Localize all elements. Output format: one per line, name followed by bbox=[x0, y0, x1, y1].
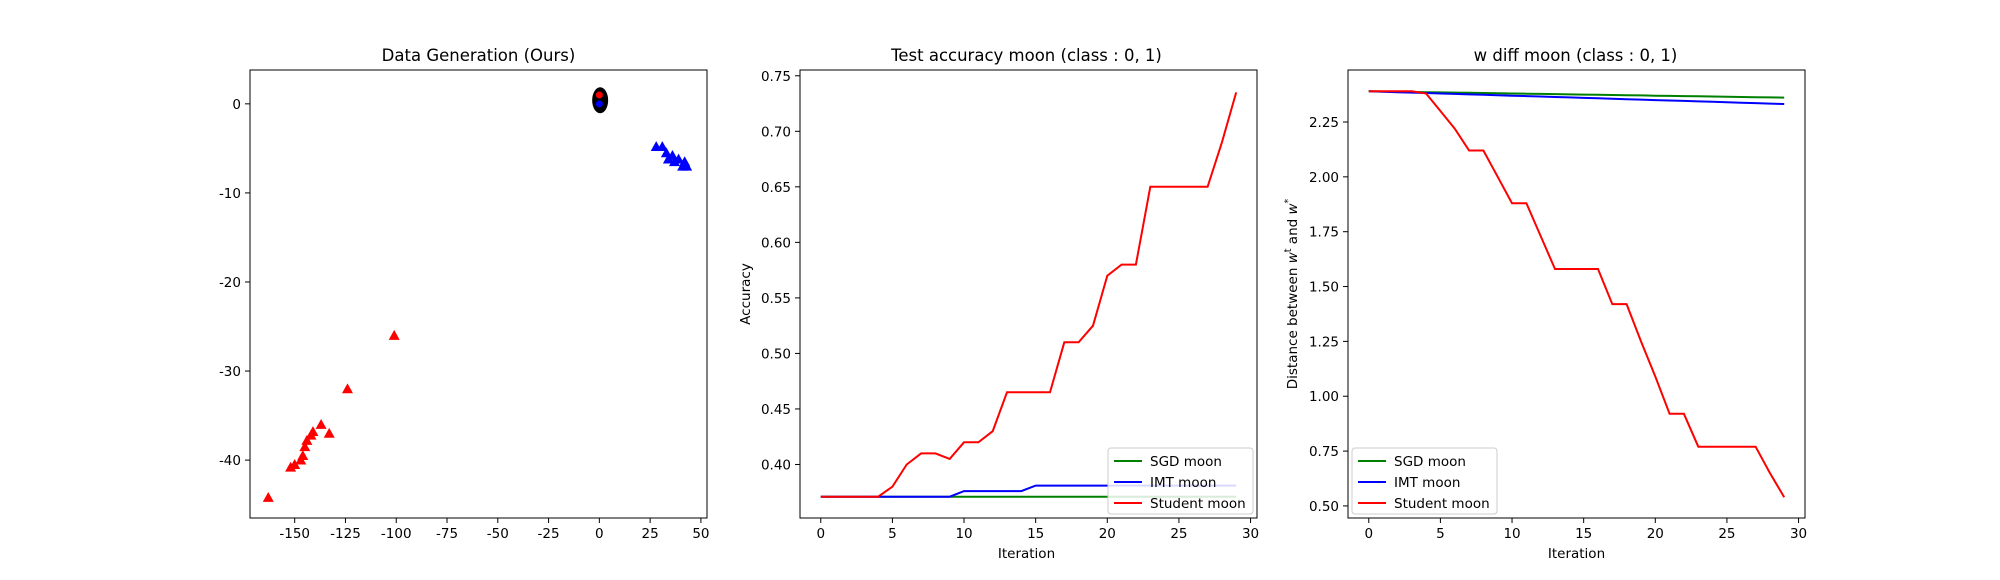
y-tick-label: 0.40 bbox=[761, 457, 791, 473]
accuracy-panel: Test accuracy moon (class : 0, 1) 0 5 10 15… bbox=[738, 46, 1259, 562]
legend-box bbox=[1107, 447, 1254, 515]
axis-ticks: -150 -125 -100 -75 -50 -25 0 25 50 0 -10 -20 -30 -40 bbox=[219, 97, 710, 542]
x-tick-label: 0 bbox=[816, 526, 825, 542]
scatter-point bbox=[656, 141, 668, 151]
y-tick-label: 0.50 bbox=[1309, 499, 1339, 515]
legend-label: IMT moon bbox=[1394, 475, 1460, 491]
y-tick-label: 0.75 bbox=[761, 69, 791, 85]
x-tick-label: 15 bbox=[1575, 526, 1592, 542]
scatter-point bbox=[681, 160, 693, 171]
y-tick-label: -10 bbox=[219, 186, 241, 202]
x-tick-label: 0 bbox=[1364, 526, 1373, 542]
legend-box bbox=[1351, 447, 1498, 515]
y-axis-label: Accuracy bbox=[738, 263, 754, 325]
x-tick-label: 25 bbox=[1170, 526, 1187, 542]
y-tick-label: 0.75 bbox=[1309, 444, 1339, 460]
scatter-point bbox=[299, 441, 311, 452]
y-tick-label: 0.60 bbox=[761, 235, 791, 251]
x-axis-label: Iteration bbox=[998, 546, 1055, 562]
y-tick-label: 0 bbox=[232, 97, 241, 113]
wdiff-panel: w diff moon (class : 0, 1) 0 5 10 15 20 25 300… bbox=[1283, 46, 1807, 562]
scatter-point bbox=[595, 100, 603, 108]
scatter-point bbox=[262, 492, 274, 502]
scatter-point bbox=[297, 450, 309, 461]
scatter-panel: Data Generation (Ours) -150 -125 -100 -75 -5… bbox=[219, 46, 710, 542]
y-tick-label: -40 bbox=[219, 453, 241, 469]
x-tick-label: -150 bbox=[279, 526, 310, 542]
y-tick-label: 2.00 bbox=[1309, 170, 1339, 186]
x-tick-label: 25 bbox=[1718, 526, 1735, 542]
y-axis-label: Distance between wt and w* bbox=[1283, 198, 1301, 389]
x-tick-label: 20 bbox=[1647, 526, 1664, 542]
x-tick-label: -50 bbox=[487, 526, 509, 542]
legend-label: IMT moon bbox=[1150, 475, 1216, 491]
x-tick-label: 5 bbox=[888, 526, 897, 542]
y-tick-label: -30 bbox=[219, 364, 241, 380]
scatter-point bbox=[307, 426, 319, 437]
x-tick-label: 20 bbox=[1099, 526, 1116, 542]
x-tick-label: 50 bbox=[692, 526, 709, 542]
line-marks bbox=[820, 92, 1238, 498]
legend-label: Student moon bbox=[1150, 496, 1246, 512]
y-tick-label: 2.25 bbox=[1309, 115, 1339, 131]
legend-label: Student moon bbox=[1394, 496, 1490, 512]
y-tick-label: 1.50 bbox=[1309, 280, 1339, 296]
scatter-point bbox=[315, 418, 327, 429]
chart-title: w diff moon (class : 0, 1) bbox=[1474, 46, 1678, 65]
y-tick-label: 0.55 bbox=[761, 291, 791, 307]
x-tick-label: 30 bbox=[1790, 526, 1807, 542]
series-line bbox=[1368, 90, 1786, 498]
x-tick-label: 30 bbox=[1242, 526, 1259, 542]
scatter-point bbox=[323, 427, 335, 438]
plot-frame bbox=[799, 69, 1258, 519]
legend: SGD moon IMT moon Student moon bbox=[1351, 447, 1498, 515]
axis-ticks: 0 5 10 15 20 25 30 0.40 0.45 0.50 0.55 0.60 0.65 0.70… bbox=[761, 69, 1259, 542]
plot-frame bbox=[249, 69, 708, 519]
chart-title: Test accuracy moon (class : 0, 1) bbox=[890, 46, 1162, 65]
x-tick-label: 15 bbox=[1027, 526, 1044, 542]
x-tick-label: 10 bbox=[1503, 526, 1520, 542]
x-tick-label: -100 bbox=[381, 526, 412, 542]
line-marks bbox=[1368, 90, 1786, 498]
scatter-point bbox=[660, 147, 672, 158]
y-tick-label: -20 bbox=[219, 275, 241, 291]
scatter-point bbox=[595, 91, 603, 99]
scatter-point bbox=[388, 329, 400, 340]
series-line bbox=[1368, 90, 1785, 99]
y-tick-label: 0.50 bbox=[761, 346, 791, 362]
scatter-point bbox=[301, 435, 313, 445]
point-cluster bbox=[592, 87, 609, 114]
scatter-point bbox=[666, 150, 678, 160]
legend: SGD moon IMT moon Student moon bbox=[1107, 447, 1254, 515]
x-axis-label: Iteration bbox=[1548, 546, 1605, 562]
legend-label: SGD moon bbox=[1150, 454, 1222, 470]
y-tick-label: 0.45 bbox=[761, 402, 791, 418]
scatter-marks bbox=[262, 87, 693, 502]
series-line bbox=[1368, 90, 1785, 105]
legend-label: SGD moon bbox=[1394, 454, 1466, 470]
y-tick-label: 0.65 bbox=[761, 180, 791, 196]
y-tick-label: 1.75 bbox=[1309, 225, 1339, 241]
series-line bbox=[820, 92, 1238, 498]
scatter-point bbox=[289, 459, 301, 469]
plot-frame bbox=[1347, 69, 1806, 519]
y-tick-label: 0.70 bbox=[761, 124, 791, 140]
x-tick-label: -125 bbox=[330, 526, 361, 542]
scatter-point bbox=[341, 383, 353, 394]
y-tick-label: 1.25 bbox=[1309, 334, 1339, 350]
x-tick-label: -75 bbox=[436, 526, 458, 542]
y-tick-label: 1.00 bbox=[1309, 389, 1339, 405]
scatter-point bbox=[673, 153, 685, 164]
x-tick-label: 5 bbox=[1436, 526, 1445, 542]
chart-title: Data Generation (Ours) bbox=[382, 46, 576, 65]
x-tick-label: 25 bbox=[642, 526, 659, 542]
x-tick-label: 10 bbox=[955, 526, 972, 542]
axis-ticks: 0 5 10 15 20 25 30 0.50 0.75 1.00 1.25 1.50 1.75 2.00… bbox=[1309, 115, 1807, 542]
x-tick-label: 0 bbox=[595, 526, 604, 542]
x-tick-label: -25 bbox=[538, 526, 560, 542]
